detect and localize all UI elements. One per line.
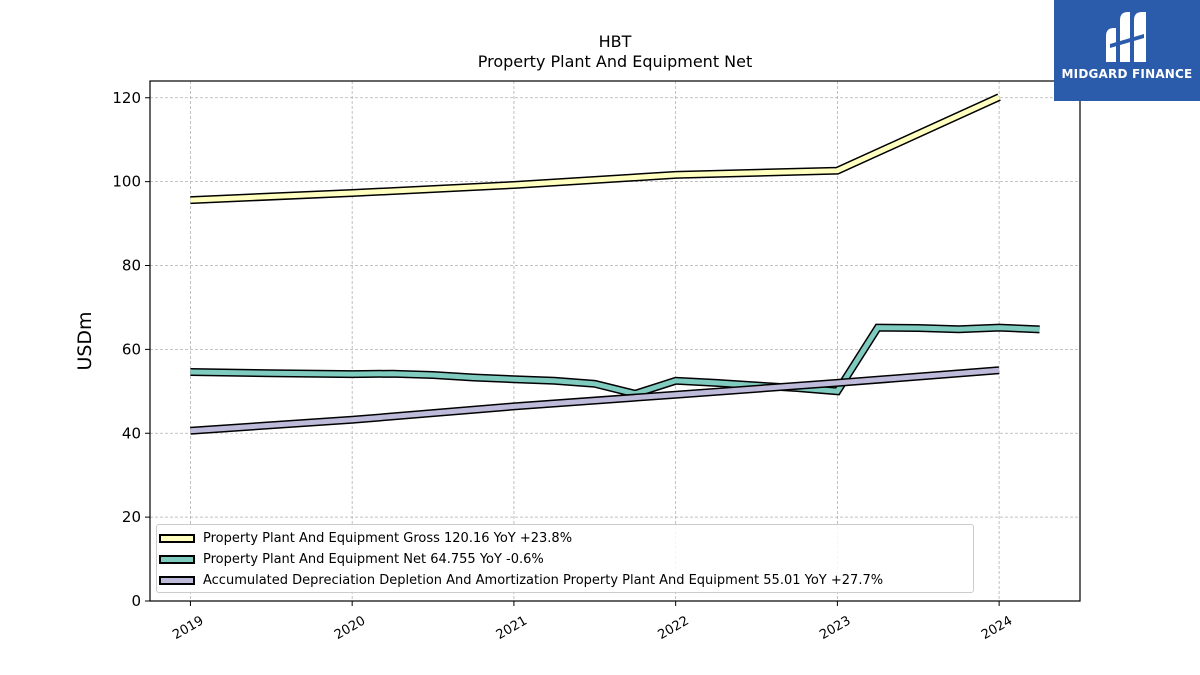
- legend-entry-net: Property Plant And Equipment Net 64.755 …: [159, 549, 544, 569]
- x-tick-label: 2019: [170, 613, 206, 643]
- brand-name: MIDGARD FINANCE: [1061, 67, 1193, 81]
- chart-subtitle: Property Plant And Equipment Net: [477, 52, 753, 71]
- legend-swatch-gross: [159, 533, 195, 543]
- series-line-depreciation: [190, 367, 1000, 434]
- x-tick-label: 2024: [979, 613, 1015, 643]
- y-tick-label: 0: [131, 592, 141, 610]
- x-tick-label: 2023: [817, 613, 853, 643]
- series-line-net: [190, 325, 1040, 397]
- y-tick-label: 120: [112, 89, 141, 107]
- grid-lines: [150, 81, 1080, 602]
- x-tick-label: 2021: [494, 613, 530, 643]
- x-tick-label: 2022: [655, 613, 691, 643]
- legend-label-net: Property Plant And Equipment Net 64.755 …: [203, 551, 544, 567]
- legend-label-gross: Property Plant And Equipment Gross 120.1…: [203, 530, 573, 546]
- x-axis-ticks: 2019 2020 2021 2022 2023 2024: [170, 601, 1015, 643]
- legend-swatch-depreciation: [159, 575, 195, 585]
- y-tick-label: 20: [122, 508, 141, 526]
- series-outline-gross: [190, 93, 1001, 205]
- series-outline-net: [190, 323, 1040, 398]
- y-tick-label: 40: [122, 424, 141, 442]
- chart-title: HBT: [598, 32, 632, 51]
- y-tick-label: 100: [112, 173, 141, 191]
- series-lines: [190, 93, 1040, 435]
- y-axis-label: USDm: [74, 311, 96, 370]
- legend-swatch-net: [159, 554, 195, 564]
- series-line-gross: [190, 94, 1001, 203]
- midgard-logo-icon: [1106, 12, 1146, 62]
- legend-entry-depreciation: Accumulated Depreciation Depletion And A…: [159, 570, 883, 590]
- chart-legend: Property Plant And Equipment Gross 120.1…: [156, 524, 974, 593]
- legend-label-depreciation: Accumulated Depreciation Depletion And A…: [203, 572, 884, 588]
- legend-entry-gross: Property Plant And Equipment Gross 120.1…: [159, 528, 572, 548]
- y-tick-label: 80: [122, 257, 141, 275]
- plot-frame: [149, 80, 1081, 602]
- x-tick-label: 2020: [332, 613, 368, 643]
- brand-logo: MIDGARD FINANCE: [1054, 0, 1200, 101]
- y-axis-ticks: 0 20 40 60 80 100 120: [112, 89, 150, 610]
- y-tick-label: 60: [122, 340, 141, 358]
